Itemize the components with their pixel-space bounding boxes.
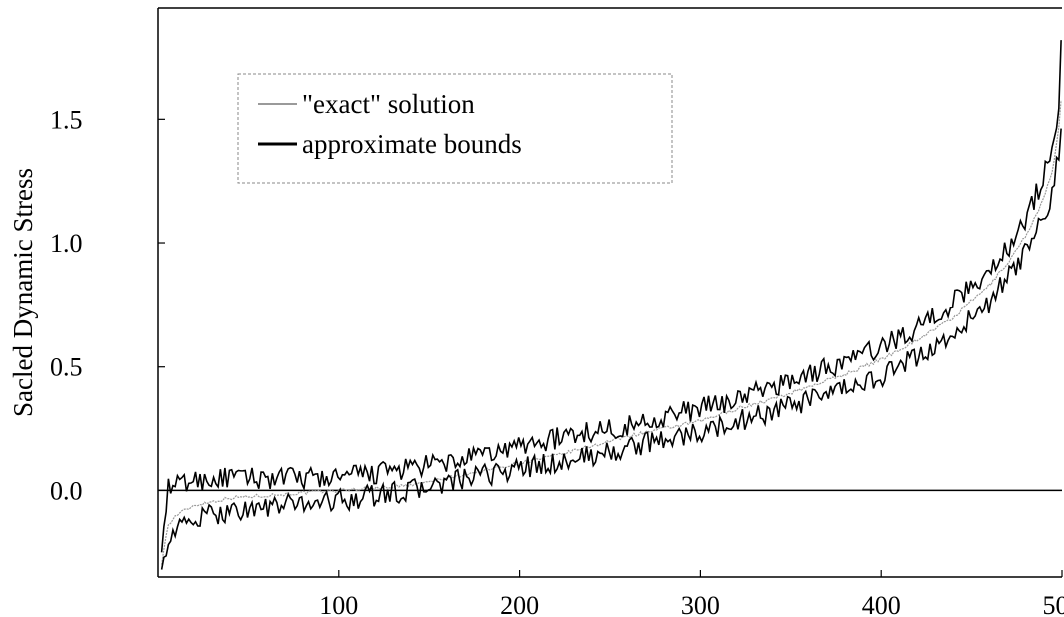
y-tick-label: 0.0 [50,476,83,505]
approximate-bound-lower-line [160,128,1062,570]
y-axis-ticks: 0.0 0.5 1.0 1.5 [50,105,165,505]
x-tick-label: 400 [862,591,901,617]
exact-solution-line [161,100,1062,565]
y-tick-label: 1.0 [50,229,83,258]
x-tick-label: 100 [319,591,358,617]
legend-label: "exact" solution [302,89,475,119]
legend-label: approximate bounds [302,129,522,159]
series-layer [160,40,1062,570]
approximate-bound-upper-line [160,40,1062,553]
x-tick-label: 200 [500,591,539,617]
plot-axes [157,7,1062,578]
y-tick-label: 1.5 [50,105,83,134]
y-axis-label: Sacled Dynamic Stress [8,168,38,417]
x-axis-ticks: 100 200 300 400 500 [319,570,1064,617]
x-tick-label: 500 [1043,591,1064,617]
legend: "exact" solution approximate bounds [237,73,673,184]
y-tick-label: 0.5 [50,353,83,382]
x-tick-label: 300 [681,591,720,617]
legend-box [237,73,673,184]
